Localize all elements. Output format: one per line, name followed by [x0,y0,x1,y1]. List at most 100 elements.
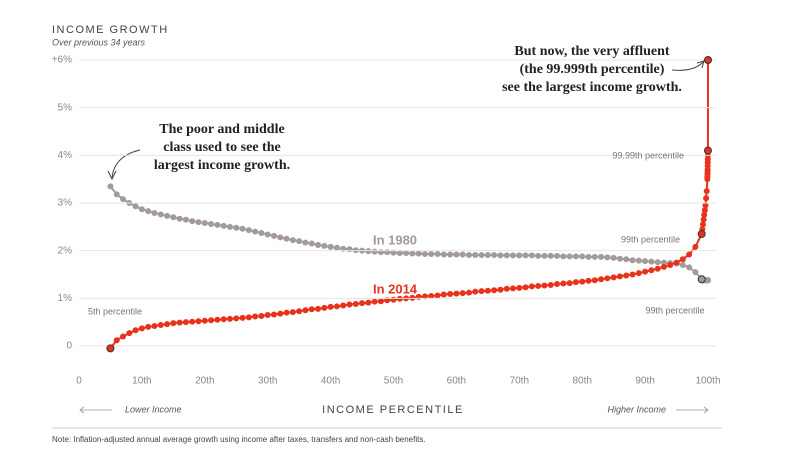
data-point [264,312,271,319]
data-point [371,248,378,255]
data-point [151,322,158,329]
data-point [497,252,504,259]
data-point [598,276,605,283]
data-point [409,250,416,257]
data-point [703,188,710,195]
data-point [126,330,133,337]
data-point [258,230,265,237]
x-tick-label: 70th [510,376,529,387]
data-point [679,261,686,268]
data-point [478,251,485,258]
data-point [610,254,617,261]
data-point [704,277,711,284]
data-point [296,238,303,245]
data-point [528,283,535,290]
data-point [120,196,127,203]
data-point [145,323,152,330]
data-point [654,265,661,272]
data-point [447,251,454,258]
data-point [296,308,303,315]
note: Note: Inflation-adjusted annual average … [52,435,426,444]
data-point [201,317,208,324]
highlight-point [703,146,712,155]
data-point [692,269,699,276]
data-point [642,268,649,275]
data-point [642,258,649,265]
series [107,183,711,284]
data-point [201,220,208,227]
point-label: 99th percentile [621,234,680,244]
data-point [327,303,334,310]
series-label: In 2014 [373,281,418,296]
data-point [145,208,152,215]
data-point [623,256,630,263]
data-point [252,313,259,320]
data-point [359,300,366,307]
y-tick-label: 5% [58,102,73,113]
data-point [258,312,265,319]
data-point [491,251,498,258]
x-tick-label: 90th [635,376,654,387]
data-point [585,277,592,284]
data-point [120,333,127,340]
data-point [208,317,215,324]
x-tick-label: 60th [447,376,466,387]
y-tick-label: +6% [52,55,72,66]
data-point [547,281,554,288]
data-point [522,284,529,291]
highlight-point [697,275,706,284]
data-point [535,252,542,259]
data-point [377,298,384,305]
data-point [302,307,309,314]
data-point [226,315,233,322]
poor-arrow [111,149,141,179]
affluent-arrow [671,61,704,71]
data-point [239,225,246,232]
data-point [113,191,120,198]
data-point [308,306,315,313]
data-point [679,256,686,263]
highlight-point [703,56,712,64]
data-point [686,264,693,271]
data-point [428,251,435,258]
data-point [566,253,573,260]
data-point [434,292,441,299]
data-point [113,337,120,344]
data-point [579,253,586,260]
data-point [396,250,403,257]
data-point [660,259,667,266]
y-tick-label: 4% [58,150,73,161]
data-point [702,202,709,209]
data-point [384,249,391,256]
data-point [157,322,164,329]
data-point [648,258,655,265]
series [107,57,711,352]
chart-title: INCOME GROWTH [52,24,169,36]
data-point [660,263,667,270]
data-point [701,211,708,218]
data-point [371,298,378,305]
data-point [321,242,328,249]
data-point [510,252,517,259]
data-point [510,285,517,292]
data-point [585,253,592,260]
data-point [654,259,661,266]
data-point [701,207,708,214]
data-point [434,251,441,258]
data-point [377,249,384,256]
data-point [472,288,479,295]
data-point [132,327,139,334]
data-point [516,252,523,259]
data-point [572,253,579,260]
data-point [528,252,535,259]
data-point [635,270,642,277]
annotation: But now, the very affluent [514,44,670,59]
data-point [459,290,466,297]
data-point [629,257,636,264]
x-tick-label: 0 [76,376,82,387]
data-point [164,212,171,219]
data-point [623,272,630,279]
data-point [648,267,655,274]
annotation: The poor and middle [159,122,284,137]
point-label: 99.99th percentile [612,150,684,160]
